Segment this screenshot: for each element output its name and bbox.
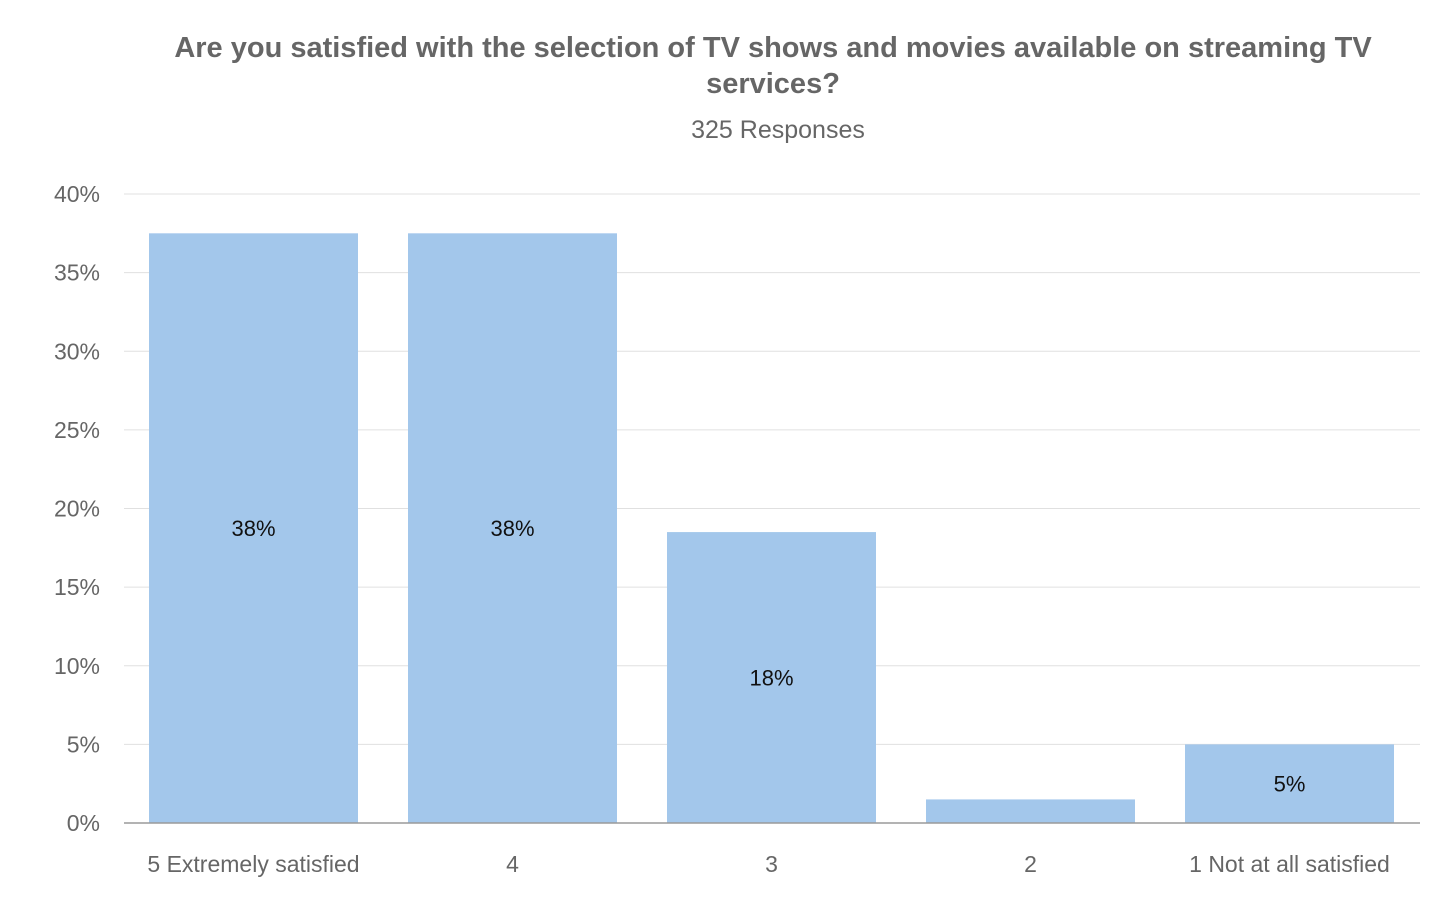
x-tick-label: 3 — [765, 851, 778, 877]
y-tick-label: 35% — [54, 260, 100, 286]
x-tick-label: 2 — [1024, 851, 1037, 877]
data-labels: 38% 38% 18% 5% — [231, 516, 1305, 797]
data-label: 38% — [231, 516, 275, 541]
bar — [667, 532, 876, 823]
y-tick-label: 25% — [54, 417, 100, 443]
y-tick-label: 20% — [54, 496, 100, 522]
y-tick-label: 10% — [54, 653, 100, 679]
y-tick-label: 0% — [67, 810, 100, 836]
data-label: 5% — [1274, 772, 1306, 797]
data-label: 18% — [749, 666, 793, 691]
bar — [926, 799, 1135, 823]
chart-subtitle: 325 Responses — [691, 116, 865, 144]
chart-title: Are you satisfied with the selection of … — [174, 32, 1372, 100]
bar — [149, 233, 358, 823]
y-axis-ticks: 0% 5% 10% 15% 20% 25% 30% 35% 40% — [54, 181, 100, 836]
y-tick-label: 40% — [54, 181, 100, 207]
bar — [408, 233, 617, 823]
bars — [149, 233, 1394, 823]
y-tick-label: 5% — [67, 731, 100, 757]
x-tick-label: 1 Not at all satisfied — [1189, 851, 1390, 877]
bar — [1185, 744, 1394, 823]
y-tick-label: 30% — [54, 338, 100, 364]
x-tick-label: 4 — [506, 851, 519, 877]
x-tick-label: 5 Extremely satisfied — [147, 851, 359, 877]
y-tick-label: 15% — [54, 574, 100, 600]
x-axis-labels: 5 Extremely satisfied 4 3 2 1 Not at all sat… — [147, 851, 1389, 877]
data-label: 38% — [490, 516, 534, 541]
